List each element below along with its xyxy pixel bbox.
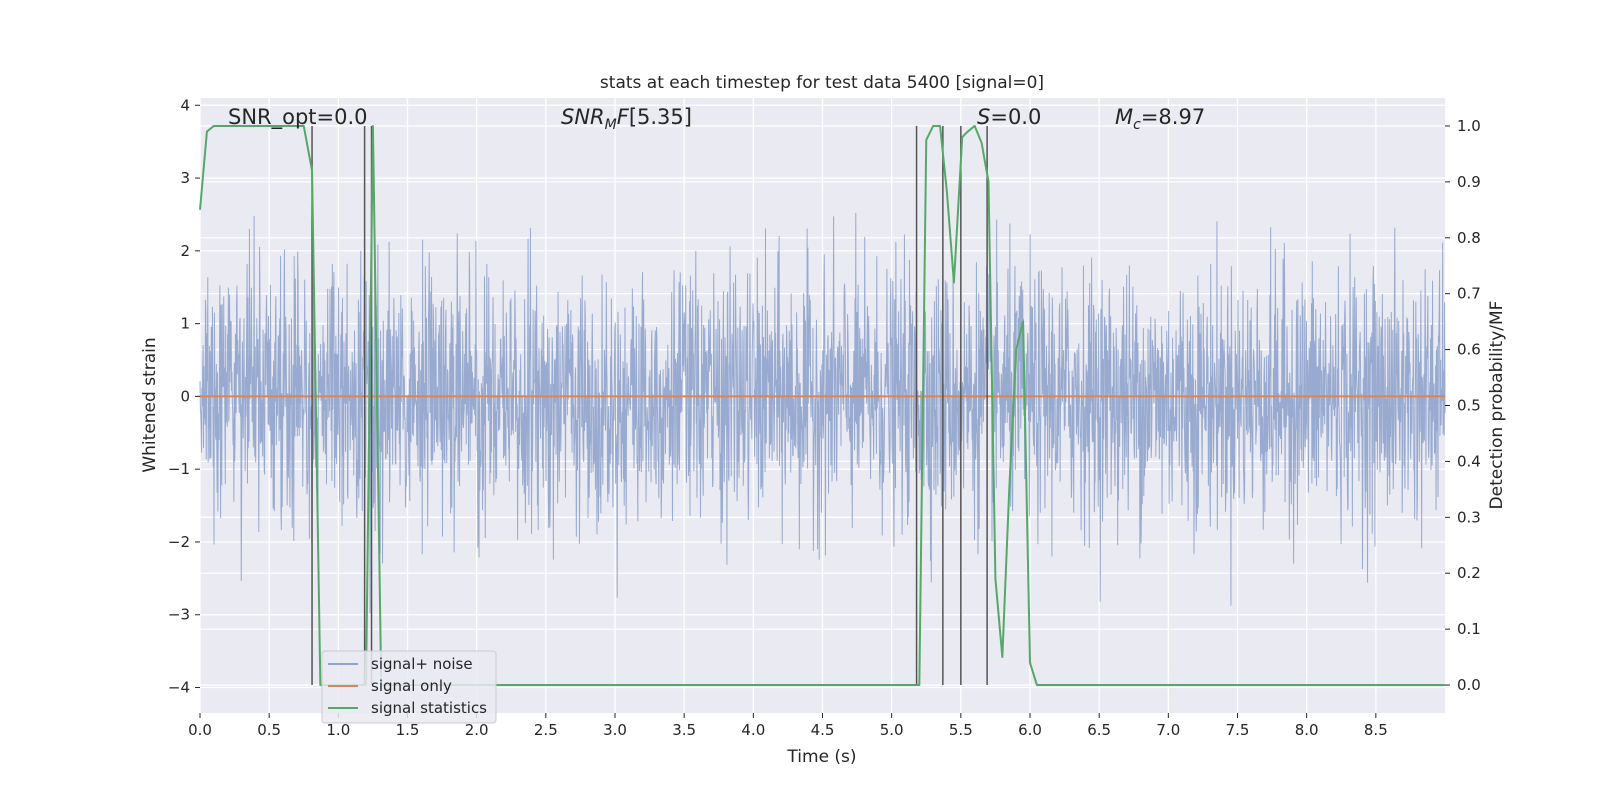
y-tick-label-8: −4 bbox=[168, 679, 190, 697]
y2-axis-ticks: 1.0 0.9 0.8 0.7 0.6 0.5 0.4 0.3 0.2 0.1 0.0 bbox=[1445, 117, 1481, 694]
y2-tick-label-7: 0.3 bbox=[1457, 508, 1481, 526]
x-tick-label-4: 2.0 bbox=[465, 721, 489, 739]
y-tick-label-5: −1 bbox=[168, 460, 190, 478]
x-tick-label-3: 1.5 bbox=[396, 721, 420, 739]
x-tick-label-7: 3.5 bbox=[672, 721, 696, 739]
y-tick-label-6: −2 bbox=[168, 533, 190, 551]
y-tick-label-2: 2 bbox=[180, 242, 190, 260]
y2-tick-label-3: 0.7 bbox=[1457, 285, 1481, 303]
x-tick-label-2: 1.0 bbox=[326, 721, 350, 739]
annotation-mc: Mc=8.97 bbox=[1115, 105, 1205, 133]
annotation-snr-opt: SNR_opt=0.0 bbox=[228, 105, 368, 130]
annotation-mc-value: =8.97 bbox=[1141, 105, 1205, 129]
x-tick-label-8: 4.0 bbox=[741, 721, 765, 739]
x-tick-label-9: 4.5 bbox=[811, 721, 835, 739]
annotation-s: S=0.0 bbox=[977, 105, 1041, 129]
legend-box bbox=[321, 650, 497, 724]
y-tick-label-1: 3 bbox=[180, 169, 190, 187]
y-axis-label: Whitened strain bbox=[140, 337, 160, 472]
annotation-s-value: =0.0 bbox=[990, 105, 1041, 129]
legend-label-signal-statistics: signal statistics bbox=[371, 699, 487, 717]
legend-label-signal-noise: signal+ noise bbox=[371, 655, 473, 673]
annotation-snr-mf: SNRMF[5.35] bbox=[561, 105, 692, 133]
y2-tick-label-0: 1.0 bbox=[1457, 117, 1481, 135]
y2-tick-label-9: 0.1 bbox=[1457, 620, 1481, 638]
x-tick-label-17: 8.5 bbox=[1364, 721, 1388, 739]
line-signal-noise bbox=[199, 212, 1446, 614]
x-tick-label-13: 6.5 bbox=[1087, 721, 1111, 739]
x-tick-label-16: 8.0 bbox=[1295, 721, 1319, 739]
y2-tick-label-2: 0.8 bbox=[1457, 229, 1481, 247]
y-tick-label-3: 1 bbox=[180, 315, 190, 333]
y2-tick-label-10: 0.0 bbox=[1457, 676, 1481, 694]
series-signal-noise bbox=[199, 212, 1446, 614]
x-tick-label-5: 2.5 bbox=[534, 721, 558, 739]
x-tick-label-14: 7.0 bbox=[1156, 721, 1180, 739]
legend: signal+ noise signal only signal statist… bbox=[321, 650, 497, 724]
y2-tick-label-6: 0.4 bbox=[1457, 452, 1481, 470]
y-tick-label-4: 0 bbox=[180, 387, 190, 405]
x-tick-label-10: 5.0 bbox=[880, 721, 904, 739]
y2-tick-label-5: 0.5 bbox=[1457, 397, 1481, 415]
x-tick-label-15: 7.5 bbox=[1226, 721, 1250, 739]
annotation-snr-mf-value: [5.35] bbox=[629, 105, 692, 129]
x-tick-label-11: 5.5 bbox=[949, 721, 973, 739]
y-axis-ticks: 4 3 2 1 0 −1 −2 −3 −4 bbox=[168, 96, 200, 697]
y2-tick-label-1: 0.9 bbox=[1457, 173, 1481, 191]
y2-tick-label-4: 0.6 bbox=[1457, 341, 1481, 359]
y2-axis-label: Detection probability/MF bbox=[1487, 301, 1507, 510]
x-axis-label: Time (s) bbox=[786, 747, 856, 767]
x-tick-label-12: 6.0 bbox=[1018, 721, 1042, 739]
x-tick-label-1: 0.5 bbox=[257, 721, 281, 739]
y2-tick-label-8: 0.2 bbox=[1457, 564, 1481, 582]
y-tick-label-7: −3 bbox=[168, 606, 190, 624]
legend-label-signal-only: signal only bbox=[371, 677, 452, 695]
x-tick-label-0: 0.0 bbox=[188, 721, 212, 739]
x-tick-label-6: 3.0 bbox=[603, 721, 627, 739]
x-axis-ticks: 0.0 0.5 1.0 1.5 2.0 2.5 3.0 3.5 4.0 4.5 5.0 5.5 6.0 6… bbox=[188, 713, 1388, 739]
chart-title: stats at each timestep for test data 540… bbox=[600, 73, 1044, 93]
y-tick-label-0: 4 bbox=[180, 96, 190, 114]
